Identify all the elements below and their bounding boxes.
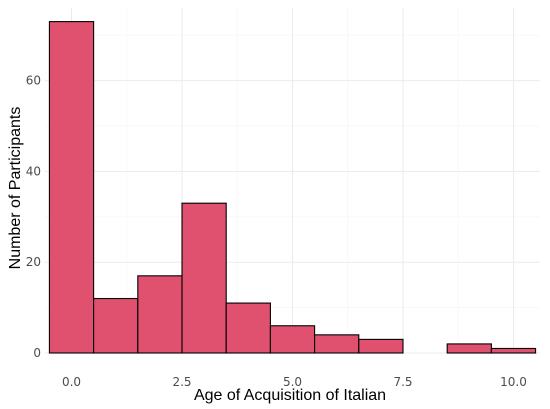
histogram-bar <box>137 275 183 354</box>
y-axis-title: Number of Participants <box>7 107 24 270</box>
x-tick-label: 5.0 <box>283 375 302 389</box>
y-axis-ticks: 0 20 40 60 <box>26 74 41 360</box>
x-tick-label: 2.5 <box>172 375 191 389</box>
histogram-bar <box>93 297 139 354</box>
histogram-bar <box>48 21 95 354</box>
histogram-bar <box>269 325 316 354</box>
y-tick-label: 0 <box>33 346 41 360</box>
x-tick-label: 10.0 <box>500 375 527 389</box>
y-tick-label: 40 <box>26 164 41 178</box>
x-axis-ticks: 0.0 2.5 5.0 7.5 10.0 <box>62 375 527 389</box>
x-axis-title: Age of Acquisition of Italian <box>194 387 386 404</box>
histogram-bar <box>225 302 271 354</box>
histogram-bar <box>314 334 360 354</box>
bars <box>48 21 537 354</box>
histogram-bar <box>446 343 492 354</box>
histogram-bar <box>358 338 404 354</box>
histogram-bar <box>490 347 537 354</box>
y-tick-label: 20 <box>26 255 41 269</box>
y-tick-label: 60 <box>26 74 41 88</box>
x-tick-label: 7.5 <box>393 375 412 389</box>
x-tick-label: 0.0 <box>62 375 81 389</box>
histogram-bar <box>181 202 227 354</box>
